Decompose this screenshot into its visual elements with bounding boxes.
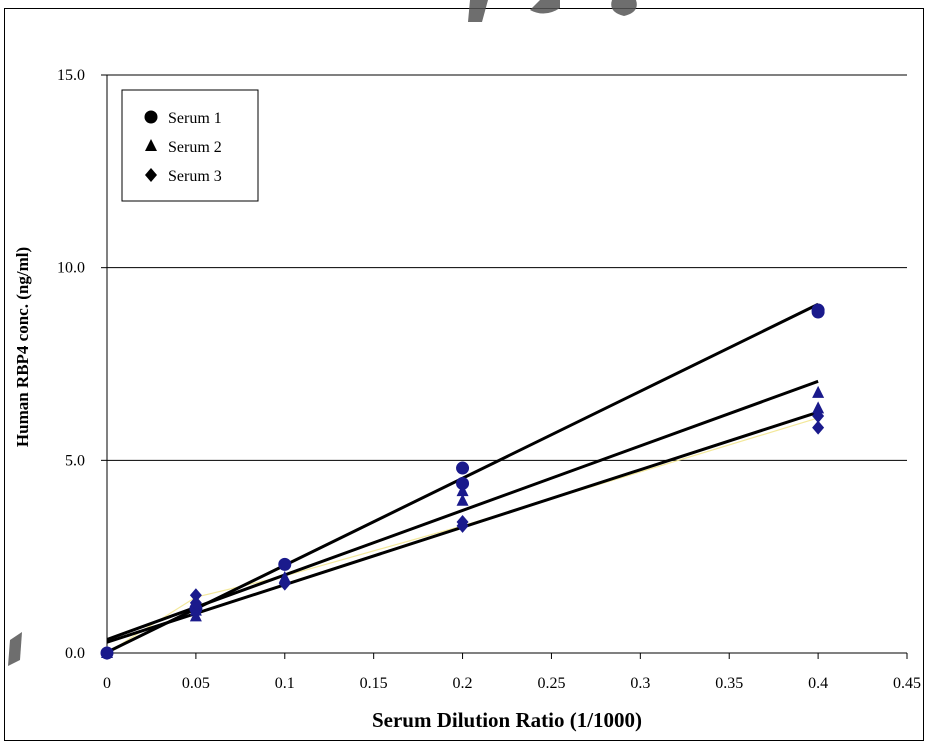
watermark: [8, 0, 637, 666]
x-tick-label-9: 0.45: [893, 675, 921, 692]
point-serum-3-7: [812, 420, 825, 435]
legend-label-serum-3: Serum 3: [168, 168, 222, 185]
x-axis-label: Serum Dilution Ratio (1/1000): [372, 708, 642, 732]
y-tick-label-1: 5.0: [65, 452, 85, 469]
point-serum-3-6: [812, 409, 825, 424]
point-serum-2-5: [456, 493, 469, 506]
legend-marker-serum-2: [145, 139, 157, 151]
point-serum-2-4: [456, 484, 469, 497]
point-serum-1-2: [278, 557, 292, 571]
grid-lines: [107, 74, 907, 461]
x-tick-label-8: 0.4: [808, 675, 828, 692]
point-serum-3-3: [278, 576, 291, 591]
y-axis-label: Human RBP4 conc. (ng/ml): [13, 247, 32, 447]
legend-box: [121, 89, 259, 202]
data-points: [100, 303, 825, 660]
x-tick-labels: 0 0.05 0.1 0.15 0.2 0.25 0.3 0.35 0.4 0.45: [103, 675, 921, 692]
x-tick-label-6: 0.3: [630, 675, 650, 692]
point-serum-3-2: [189, 595, 202, 610]
y-tick-label-0: 0.0: [65, 645, 85, 662]
x-tick-label-2: 0.1: [275, 675, 295, 692]
point-serum-2-6: [812, 385, 825, 398]
x-tick-label-0: 0: [103, 675, 111, 692]
x-tick-label-3: 0.15: [360, 675, 388, 692]
point-serum-3-5: [456, 514, 469, 529]
axes: [101, 74, 908, 659]
y-tick-labels: 0.0 5.0 10.0 15.0: [57, 67, 85, 662]
legend-marker-serum-3: [145, 168, 157, 182]
fit-line-serum-2: [106, 379, 819, 641]
y-tick-label-3: 15.0: [57, 67, 85, 84]
legend: Serum 1 Serum 2 Serum 3: [121, 89, 259, 202]
faint-trend-line: [106, 417, 819, 654]
point-serum-3-0: [101, 646, 113, 660]
point-serum-1-6: [811, 305, 825, 319]
y-tick-label-2: 10.0: [57, 260, 85, 277]
legend-label-serum-1: Serum 1: [168, 110, 222, 127]
series-serum-3: [101, 409, 825, 660]
x-tick-label-7: 0.35: [715, 675, 743, 692]
point-serum-3-1: [189, 588, 202, 603]
point-serum-2-7: [812, 401, 825, 414]
x-tick-label-1: 0.05: [182, 675, 210, 692]
series-serum-1: [100, 303, 825, 660]
point-serum-1-3: [456, 461, 470, 475]
legend-label-serum-2: Serum 2: [168, 139, 222, 156]
x-tick-label-4: 0.2: [453, 675, 473, 692]
legend-marker-serum-1: [144, 110, 158, 124]
x-tick-label-5: 0.25: [537, 675, 565, 692]
